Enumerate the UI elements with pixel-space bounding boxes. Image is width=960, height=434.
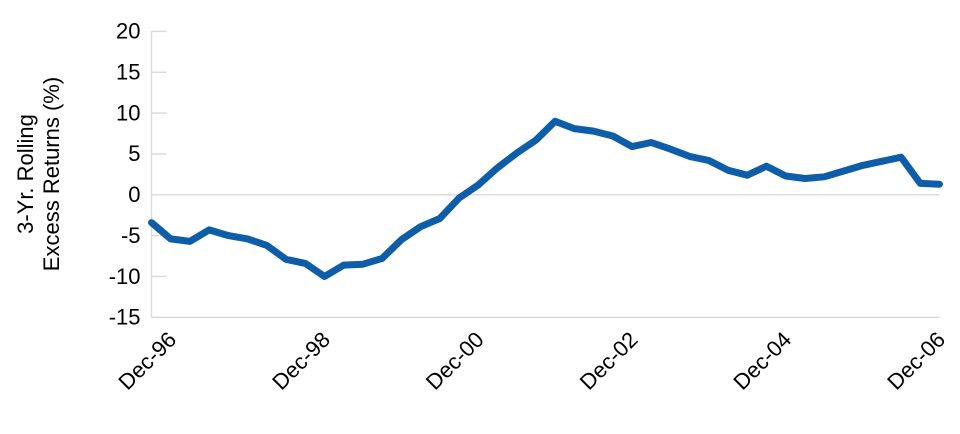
axis-layer <box>150 30 940 319</box>
y-tick-label: -15 <box>109 305 141 330</box>
x-tick-label: Dec-04 <box>728 327 796 395</box>
y-tick-label: -10 <box>109 264 141 289</box>
x-tick-label: Dec-98 <box>267 327 335 395</box>
y-tick-label: -5 <box>121 223 141 248</box>
y-axis-title-line1: 3-Yr. Rolling <box>13 114 38 234</box>
x-tick-label: Dec-06 <box>882 327 950 395</box>
y-axis-title-line2: Excess Returns (%) <box>39 77 64 271</box>
y-tick-label: 0 <box>128 182 140 207</box>
y-tick-label: 5 <box>128 141 140 166</box>
x-tick-label: Dec-00 <box>421 327 489 395</box>
y-tick-label: 10 <box>116 100 140 125</box>
x-tick-label: Dec-96 <box>113 327 181 395</box>
x-tick-label: Dec-02 <box>575 327 643 395</box>
y-tick-label: 15 <box>116 60 140 85</box>
y-axis-title: 3-Yr. Rolling Excess Returns (%) <box>13 77 64 271</box>
y-tick-label: 20 <box>116 19 140 44</box>
series-line <box>148 117 943 280</box>
